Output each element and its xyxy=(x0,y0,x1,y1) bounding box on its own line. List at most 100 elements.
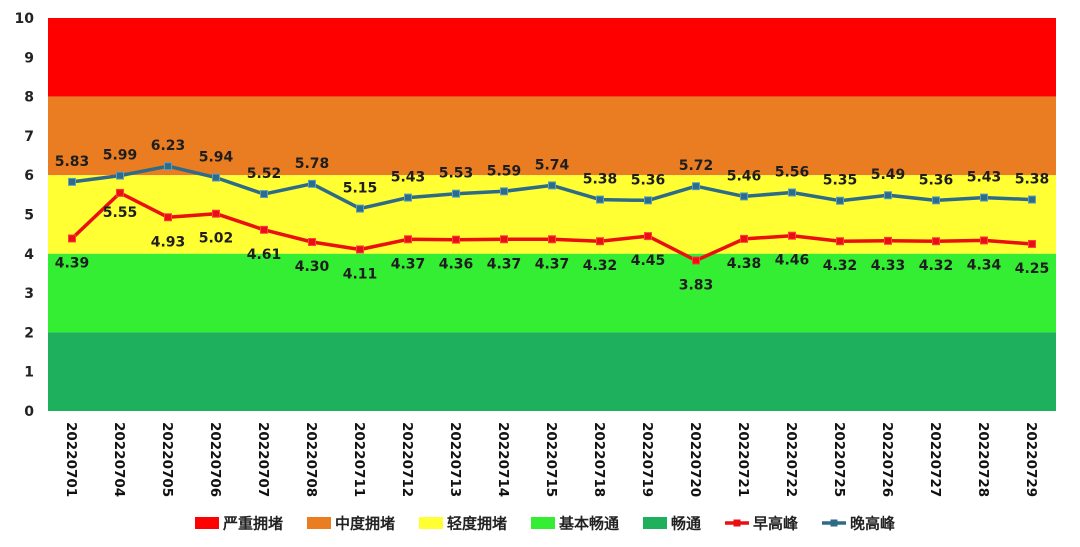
x-tick-label: 20220719 xyxy=(639,422,655,497)
band-0 xyxy=(48,18,1056,97)
data-point xyxy=(692,256,700,265)
legend-label: 畅通 xyxy=(671,515,701,533)
x-tick-label: 20220705 xyxy=(159,422,175,497)
data-label: 5.38 xyxy=(583,172,618,188)
data-point xyxy=(836,196,844,205)
data-label: 5.56 xyxy=(775,164,810,180)
y-tick-label: 3 xyxy=(24,286,34,302)
data-label: 5.36 xyxy=(919,172,954,188)
data-label: 5.49 xyxy=(871,167,906,183)
x-tick-label: 20220727 xyxy=(927,422,943,497)
data-point xyxy=(356,204,364,213)
data-label: 4.36 xyxy=(439,257,474,273)
data-label: 4.37 xyxy=(535,256,570,272)
data-point xyxy=(164,162,172,171)
y-tick-label: 1 xyxy=(24,365,34,381)
data-label: 4.37 xyxy=(391,256,426,272)
data-point xyxy=(836,237,844,246)
legend-label: 中度拥堵 xyxy=(335,515,395,533)
data-label: 4.32 xyxy=(823,258,858,274)
x-tick-label: 20220711 xyxy=(351,422,367,497)
data-point xyxy=(260,190,268,199)
data-point xyxy=(260,225,268,234)
data-label: 4.32 xyxy=(583,258,618,274)
x-tick-label: 20220721 xyxy=(735,422,751,497)
data-label: 5.02 xyxy=(199,231,234,247)
legend-item: 基本畅通 xyxy=(531,515,619,533)
x-tick-label: 20220715 xyxy=(543,422,559,497)
data-label: 5.43 xyxy=(391,170,426,186)
band-1 xyxy=(48,96,1056,176)
legend-swatch xyxy=(307,517,331,529)
data-point xyxy=(644,196,652,205)
legend-item: 严重拥堵 xyxy=(195,515,283,533)
legend-marker xyxy=(830,519,838,527)
data-point xyxy=(884,191,892,200)
x-tick-label: 20220708 xyxy=(303,422,319,497)
legend-swatch xyxy=(195,517,219,529)
data-label: 4.37 xyxy=(487,256,522,272)
data-label: 5.46 xyxy=(727,168,762,184)
data-point xyxy=(980,236,988,245)
data-label: 5.53 xyxy=(439,166,474,182)
data-label: 5.59 xyxy=(487,163,522,179)
data-point xyxy=(1028,195,1036,204)
data-point xyxy=(68,177,76,186)
legend-marker xyxy=(733,519,741,527)
data-label: 5.43 xyxy=(967,170,1002,186)
x-axis: 20220701 20220704 20220705 20220706 20220707… xyxy=(63,422,1039,497)
legend-label: 基本畅通 xyxy=(558,515,619,533)
x-tick-label: 20220722 xyxy=(783,422,799,497)
data-point xyxy=(644,232,652,241)
band-3 xyxy=(48,253,1056,333)
data-point xyxy=(212,209,220,218)
data-point xyxy=(548,235,556,244)
data-point xyxy=(356,245,364,254)
data-point xyxy=(1028,239,1036,248)
data-point xyxy=(452,189,460,198)
y-tick-label: 7 xyxy=(24,129,34,145)
data-label: 4.11 xyxy=(343,266,378,282)
data-point xyxy=(788,188,796,197)
x-tick-label: 20220725 xyxy=(831,422,847,497)
legend-label: 严重拥堵 xyxy=(222,515,283,533)
x-tick-label: 20220726 xyxy=(879,422,895,497)
data-label: 4.39 xyxy=(55,255,90,271)
data-label: 4.46 xyxy=(775,253,810,269)
data-label: 4.25 xyxy=(1015,261,1050,277)
band-group xyxy=(48,18,1056,411)
data-point xyxy=(932,237,940,246)
data-point xyxy=(68,234,76,243)
data-point xyxy=(548,181,556,190)
data-label: 5.35 xyxy=(823,173,858,189)
data-label: 5.72 xyxy=(679,158,714,174)
x-tick-label: 20220701 xyxy=(63,422,79,497)
data-label: 5.36 xyxy=(631,172,666,188)
data-point xyxy=(212,173,220,182)
x-tick-label: 20220704 xyxy=(111,422,127,497)
legend-label: 早高峰 xyxy=(753,515,799,533)
legend: 严重拥堵 中度拥堵 轻度拥堵 基本畅通 畅通 早高峰 晚高峰 xyxy=(195,515,896,533)
y-axis: 0 1 2 3 4 5 6 7 8 9 10 xyxy=(15,11,35,420)
data-point xyxy=(596,237,604,246)
data-label: 6.23 xyxy=(151,138,186,154)
data-label: 4.32 xyxy=(919,258,954,274)
data-label: 5.74 xyxy=(535,157,570,173)
x-tick-label: 20220707 xyxy=(255,422,271,497)
data-label: 5.38 xyxy=(1015,172,1050,188)
data-label: 5.52 xyxy=(247,166,282,182)
data-point xyxy=(788,231,796,240)
y-tick-label: 10 xyxy=(15,11,35,27)
data-point xyxy=(884,236,892,245)
data-label: 5.94 xyxy=(199,150,234,166)
legend-item: 畅通 xyxy=(643,515,701,533)
y-tick-label: 9 xyxy=(24,50,34,66)
legend-swatch xyxy=(643,517,667,529)
y-tick-label: 6 xyxy=(24,168,34,184)
data-point xyxy=(692,182,700,191)
x-tick-label: 20220714 xyxy=(495,422,511,497)
legend-item: 晚高峰 xyxy=(822,515,896,533)
x-tick-label: 20220720 xyxy=(687,422,703,497)
